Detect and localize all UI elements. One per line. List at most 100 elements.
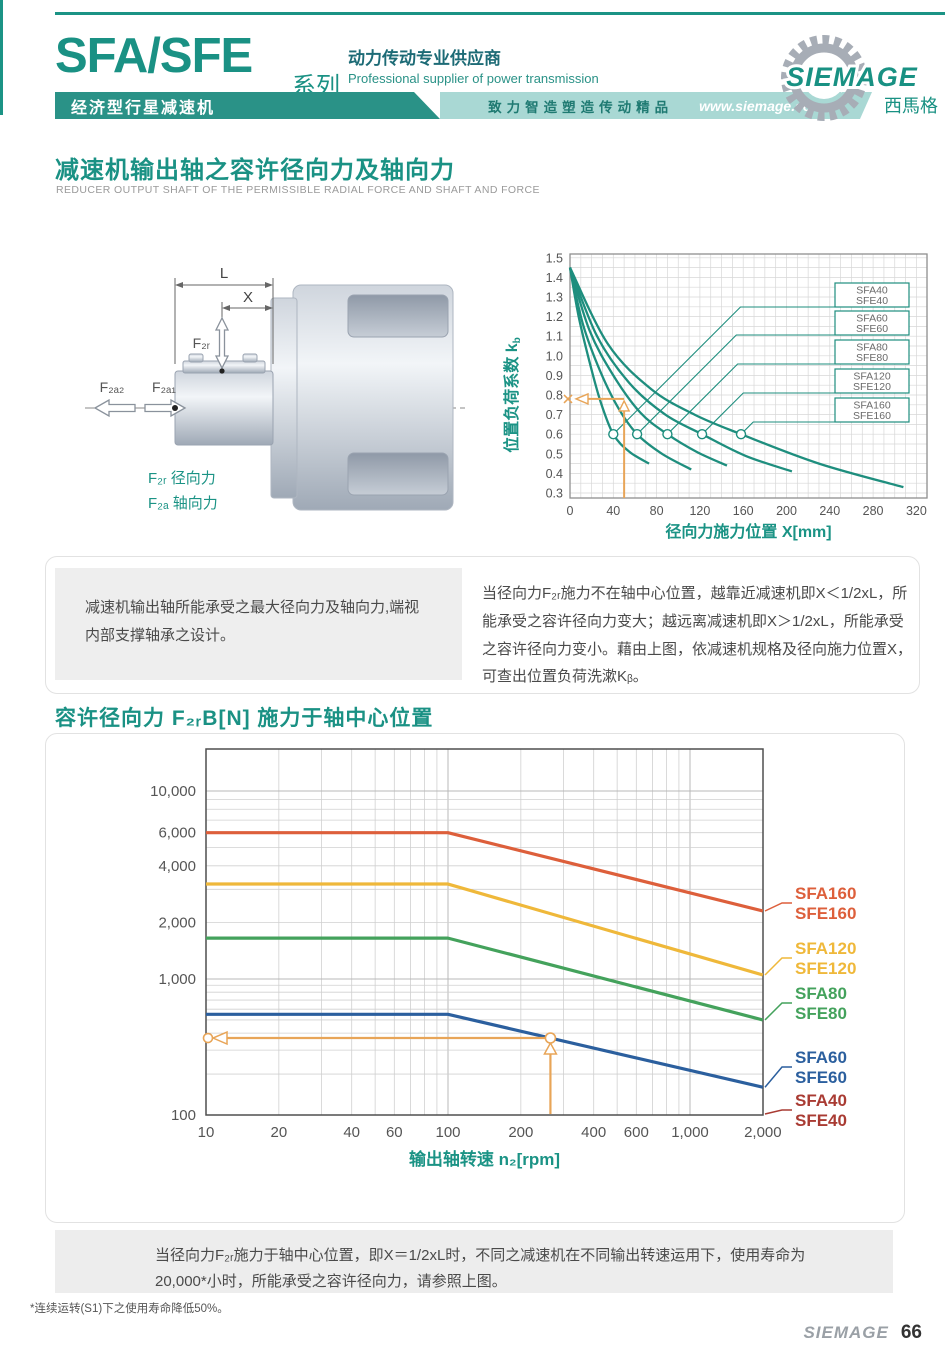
curve-SFA60/SFE60 [568, 267, 692, 471]
svg-text:40: 40 [606, 504, 620, 518]
shaft-end-dot [172, 405, 178, 411]
svg-text:160: 160 [733, 504, 754, 518]
svg-text:SFA160: SFA160 [853, 400, 891, 412]
housing-slot-bottom [347, 452, 449, 496]
series-label: SFE120 [795, 959, 856, 978]
curve-SFA40/SFE40 [568, 267, 650, 465]
callout-leader [636, 334, 835, 435]
series-SFA80/SFE80 [206, 936, 764, 1022]
svg-text:240: 240 [819, 504, 840, 518]
svg-text:1.4: 1.4 [546, 271, 563, 285]
svg-text:280: 280 [863, 504, 884, 518]
annotation-up-arrow [543, 1041, 558, 1055]
svg-text:10: 10 [198, 1124, 215, 1141]
series-label: SFA160 [795, 884, 856, 903]
footnote: *连续运转(S1)下之使用寿命降低50%。 [30, 1303, 229, 1315]
svg-text:SFA120: SFA120 [853, 371, 891, 383]
curve-marker [662, 428, 673, 440]
x-axis-title: 径向力施力位置 X[mm] [665, 522, 831, 541]
svg-text:320: 320 [906, 504, 927, 518]
series-label: SFE60 [795, 1068, 847, 1087]
svg-text:1,000: 1,000 [158, 971, 196, 988]
series-label: SFE40 [795, 1111, 847, 1130]
axial-force-arrow-right [144, 398, 187, 418]
svg-text:SFE120: SFE120 [853, 381, 891, 393]
series-label-leader [764, 957, 792, 976]
curve-marker [631, 428, 643, 440]
series-SFA160/SFE160 [206, 831, 764, 913]
curve-SFA120/SFE120 [568, 267, 793, 473]
top-divider [55, 12, 945, 15]
svg-text:400: 400 [581, 1124, 606, 1141]
annotation-left-arrow [211, 1030, 228, 1046]
svg-text:0.6: 0.6 [546, 428, 563, 442]
gear-teeth-icon [781, 35, 867, 121]
notes-outline-box [45, 556, 920, 694]
section1-title: 减速机输出轴之容许径向力及轴向力 [55, 157, 455, 184]
svg-text:1.3: 1.3 [546, 291, 563, 305]
curve-SFA160/SFE160 [568, 267, 904, 489]
company-logo: SIEMAGE 西馬格 [781, 35, 940, 121]
svg-text:1.0: 1.0 [546, 349, 563, 363]
series-label: SFE80 [795, 1004, 847, 1023]
svg-text:20: 20 [271, 1124, 288, 1141]
section2-title: 容许径向力 F₂ᵣB[N] 施力于轴中心位置 [55, 707, 434, 730]
series-label: SFA80 [795, 984, 847, 1003]
svg-text:0.7: 0.7 [546, 408, 563, 422]
svg-text:60: 60 [386, 1124, 403, 1141]
legend-radial: F₂ᵣ 径向力 [148, 470, 216, 487]
svg-text:1,000: 1,000 [671, 1124, 709, 1141]
svg-text:SFA80: SFA80 [856, 342, 888, 354]
callout-box [834, 397, 910, 423]
svg-text:0.3: 0.3 [546, 487, 563, 501]
note-right: 当径向力F₂ᵣ施力不在轴中心位置，越靠近减速机即X＜1/2xL，所能承受之容许径… [482, 585, 913, 686]
svg-text:SFE40: SFE40 [856, 295, 888, 307]
left-accent-bar [0, 0, 3, 115]
series-title: SFA/SFE [55, 29, 253, 83]
f2r-label: F₂ᵣ [193, 335, 211, 351]
svg-text:1.1: 1.1 [546, 330, 563, 344]
permissible-radial-force-chart: 100 1,000 2,000 4,000 6,000 10,000 10 20 40 60 100… [150, 748, 856, 1169]
curve-SFA80/SFE80 [568, 267, 728, 467]
svg-text:4,000: 4,000 [158, 858, 196, 875]
note-left: 减速机输出轴所能承受之最大径向力及轴向力,端视内部支撑轴承之设计。 [55, 568, 462, 680]
svg-text:1.2: 1.2 [546, 310, 563, 324]
y-axis-title: 位置负荷系数 kb [502, 337, 523, 452]
svg-text:100: 100 [435, 1124, 460, 1141]
svg-text:80: 80 [650, 504, 664, 518]
callout-leader [740, 421, 835, 435]
callout-box [834, 282, 910, 308]
svg-text:SFA60: SFA60 [856, 313, 888, 325]
callout-box [834, 310, 910, 336]
annotation-left-arrow [574, 392, 589, 405]
curve-marker [608, 428, 619, 440]
annotation-up-arrow [617, 399, 631, 412]
logo-chinese: 西馬格 [884, 96, 938, 116]
note-bottom: 当径向力F₂ᵣ施力于轴中心位置，即X＝1/2xL时，不同之减速机在不同输出转速运… [55, 1230, 893, 1293]
annotation-intersection-marker [544, 1032, 557, 1044]
kb-position-load-factor-chart: 0.3 0.4 0.5 0.6 0.7 0.8 0.9 1.0 1.1 1.2 1.3 1.4 1.5 0… [502, 251, 928, 541]
f2a2-label: F₂ₐ₂ [100, 379, 125, 395]
force-point-dot [219, 368, 225, 374]
curve-marker [696, 428, 708, 440]
series-label-leader [764, 902, 792, 912]
collar-bump-right [242, 353, 258, 363]
curve-marker [735, 428, 747, 440]
axial-force-arrow-left [93, 398, 136, 418]
radial-force-arrow [214, 316, 230, 370]
svg-text:2,000: 2,000 [744, 1124, 782, 1141]
logo-wordmark: SIEMAGE [786, 62, 918, 92]
svg-text:SFE160: SFE160 [853, 410, 891, 422]
svg-text:0.5: 0.5 [546, 447, 563, 461]
section1-subtitle: REDUCER OUTPUT SHAFT OF THE PERMISSIBLE … [56, 184, 540, 196]
callout-leader [701, 392, 835, 435]
svg-text:600: 600 [624, 1124, 649, 1141]
svg-text:0.9: 0.9 [546, 369, 563, 383]
svg-text:2,000: 2,000 [158, 914, 196, 931]
tagline: 动力传动专业供应商 Professional supplier of power… [348, 44, 599, 86]
category-band-label: 经济型行星减速机 [71, 99, 216, 117]
dim-L-label: L [220, 265, 228, 282]
collar-bump-left [188, 353, 204, 363]
callout-box [834, 368, 910, 394]
